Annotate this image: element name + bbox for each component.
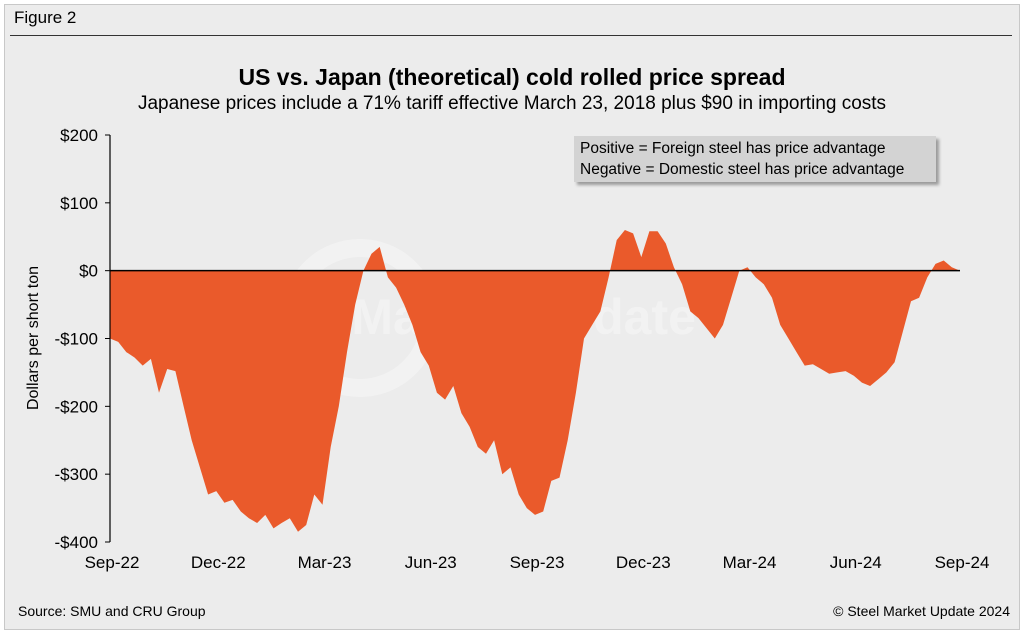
y-tick-label: -$300 [55, 465, 98, 484]
x-tick-label: Dec-23 [616, 553, 671, 572]
x-tick-label: Mar-24 [723, 553, 777, 572]
figure-rule [10, 35, 1012, 36]
y-axis-label: Dollars per short ton [25, 266, 42, 410]
y-tick-label: $100 [60, 194, 98, 213]
x-tick-label: Mar-23 [298, 553, 352, 572]
chart-title: US vs. Japan (theoretical) cold rolled p… [238, 64, 786, 90]
spread-area [110, 230, 960, 532]
x-tick-label: Dec-22 [191, 553, 246, 572]
y-tick-label: -$400 [55, 533, 98, 552]
y-tick-label: $0 [79, 262, 98, 281]
source-note: Source: SMU and CRU Group [18, 603, 206, 619]
copyright-note: © Steel Market Update 2024 [833, 603, 1010, 619]
y-tick-label: $200 [60, 126, 98, 145]
figure-label: Figure 2 [14, 8, 77, 27]
x-tick-label: Sep-22 [85, 553, 140, 572]
x-tick-label: Sep-23 [510, 553, 565, 572]
legend-box: Positive = Foreign steel has price advan… [574, 136, 936, 182]
chart-subtitle: Japanese prices include a 71% tariff eff… [137, 93, 887, 114]
legend-negative-text: Negative = Domestic steel has price adva… [580, 161, 905, 178]
legend-positive-text: Positive = Foreign steel has price advan… [580, 140, 886, 157]
x-tick-label: Jun-24 [830, 553, 882, 572]
x-tick-label: Jun-23 [405, 553, 457, 572]
y-tick-label: -$100 [55, 330, 98, 349]
x-tick-label: Sep-24 [935, 553, 990, 572]
y-tick-label: -$200 [55, 397, 98, 416]
